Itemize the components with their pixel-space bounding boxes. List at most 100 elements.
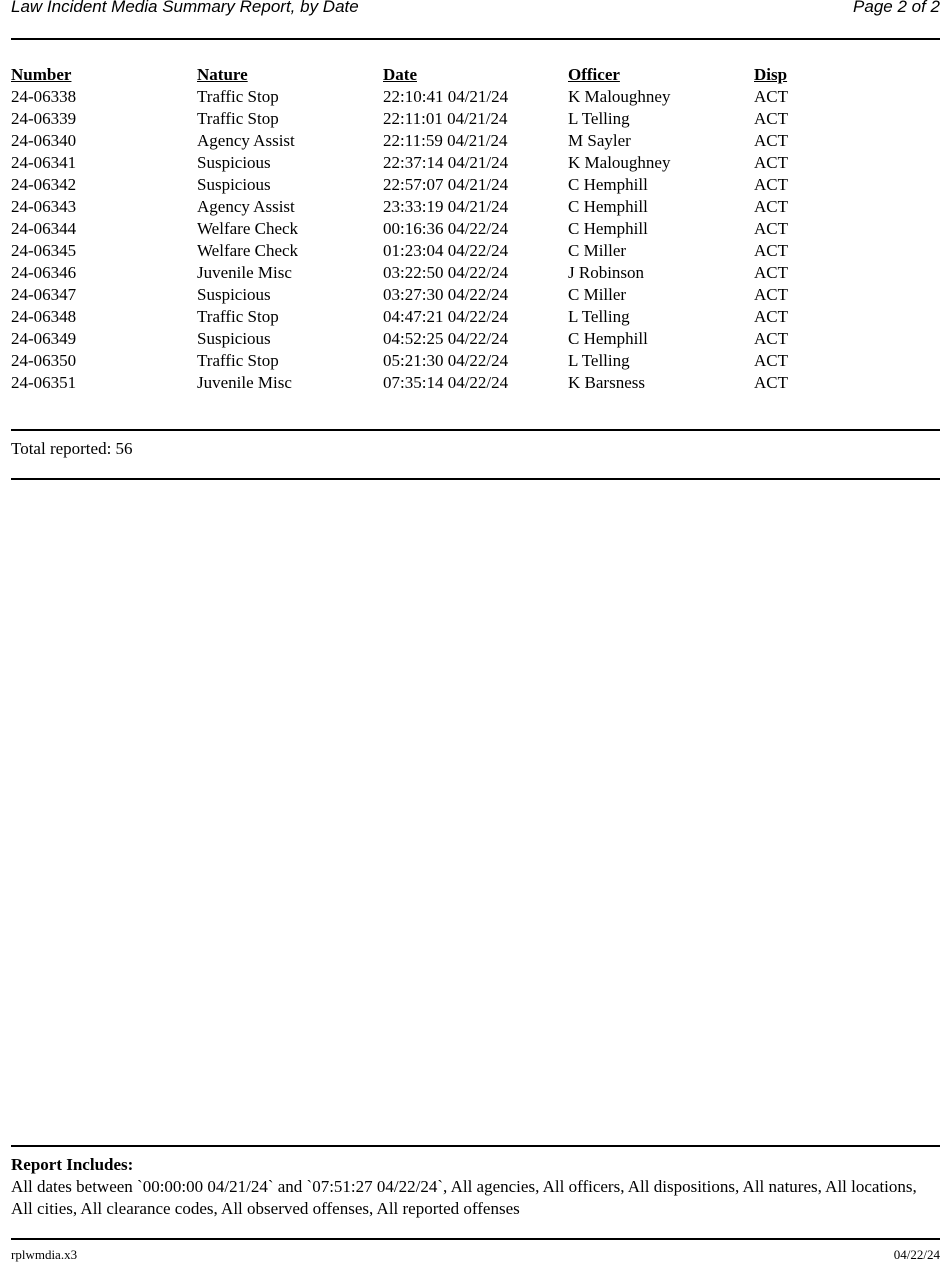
table-row: 24-06347 Suspicious 03:27:30 04/22/24 C Mil…: [0, 284, 950, 306]
table-row: 24-06338 Traffic Stop 22:10:41 04/21/24 K M…: [0, 86, 950, 108]
cell-date: 03:27:30 04/22/24: [383, 285, 509, 304]
cell-date: 03:22:50 04/22/24: [383, 263, 509, 282]
cell-date: 07:35:14 04/22/24: [383, 373, 509, 392]
cell-disp: ACT: [754, 197, 788, 216]
table-row: 24-06351 Juvenile Misc 07:35:14 04/22/24 K …: [0, 372, 950, 394]
cell-officer: J Robinson: [568, 263, 645, 282]
cell-date: 05:21:30 04/22/24: [383, 351, 509, 370]
divider: [11, 1238, 940, 1240]
cell-officer: K Maloughney: [568, 153, 671, 172]
cell-officer: C Hemphill: [568, 175, 648, 194]
cell-number: 24-06343: [11, 197, 77, 216]
cell-nature: Agency Assist: [197, 197, 295, 216]
cell-disp: ACT: [754, 109, 788, 128]
cell-date: 22:10:41 04/21/24: [383, 87, 509, 106]
footer-date: 04/22/24: [893, 1247, 940, 1262]
cell-disp: ACT: [754, 175, 788, 194]
cell-disp: ACT: [754, 307, 788, 326]
cell-nature: Suspicious: [197, 175, 271, 194]
cell-number: 24-06338: [11, 87, 77, 106]
cell-officer: C Miller: [568, 285, 627, 304]
cell-disp: ACT: [754, 329, 788, 348]
cell-date: 22:11:59 04/21/24: [383, 131, 508, 150]
cell-nature: Traffic Stop: [197, 351, 279, 370]
cell-number: 24-06350: [11, 351, 77, 370]
cell-number: 24-06345: [11, 241, 77, 260]
cell-disp: ACT: [754, 285, 788, 304]
divider: [11, 429, 940, 431]
table-header: Number Nature Date Officer Disp: [0, 64, 950, 86]
table-row: 24-06340 Agency Assist 22:11:59 04/21/24 M …: [0, 130, 950, 152]
table-row: 24-06342 Suspicious 22:57:07 04/21/24 C Hem…: [0, 174, 950, 196]
cell-date: 04:47:21 04/22/24: [383, 307, 509, 326]
cell-officer: K Barsness: [568, 373, 645, 392]
cell-date: 23:33:19 04/21/24: [383, 197, 509, 216]
cell-date: 04:52:25 04/22/24: [383, 329, 509, 348]
cell-number: 24-06348: [11, 307, 77, 326]
cell-disp: ACT: [754, 351, 788, 370]
cell-nature: Welfare Check: [197, 241, 299, 260]
cell-number: 24-06346: [11, 263, 77, 282]
cell-officer: L Telling: [568, 109, 630, 128]
report-includes-text: All dates between `00:00:00 04/21/24` an…: [11, 1177, 917, 1218]
column-header-date: Date: [383, 65, 417, 84]
table-row: 24-06349 Suspicious 04:52:25 04/22/24 C Hem…: [0, 328, 950, 350]
cell-number: 24-06342: [11, 175, 77, 194]
column-header-number: Number: [11, 65, 72, 84]
cell-officer: C Hemphill: [568, 219, 648, 238]
cell-date: 22:37:14 04/21/24: [383, 153, 509, 172]
cell-date: 01:23:04 04/22/24: [383, 241, 509, 260]
cell-disp: ACT: [754, 263, 788, 282]
divider: [11, 38, 940, 40]
cell-officer: K Maloughney: [568, 87, 671, 106]
page-number: Page 2 of 2: [853, 0, 940, 16]
cell-officer: C Hemphill: [568, 329, 648, 348]
report-includes-heading: Report Includes:: [11, 1155, 134, 1174]
table-row: 24-06341 Suspicious 22:37:14 04/21/24 K Mal…: [0, 152, 950, 174]
cell-disp: ACT: [754, 87, 788, 106]
cell-disp: ACT: [754, 219, 788, 238]
cell-number: 24-06347: [11, 285, 77, 304]
table-row: 24-06345 Welfare Check 01:23:04 04/22/24 C …: [0, 240, 950, 262]
cell-number: 24-06339: [11, 109, 77, 128]
cell-date: 00:16:36 04/22/24: [383, 219, 509, 238]
cell-nature: Traffic Stop: [197, 307, 279, 326]
cell-disp: ACT: [754, 373, 788, 392]
cell-disp: ACT: [754, 241, 788, 260]
cell-officer: C Miller: [568, 241, 627, 260]
column-header-officer: Officer: [568, 65, 620, 84]
cell-date: 22:11:01 04/21/24: [383, 109, 508, 128]
column-header-nature: Nature: [197, 65, 248, 84]
report-title: Law Incident Media Summary Report, by Da…: [11, 0, 359, 16]
cell-nature: Juvenile Misc: [197, 373, 292, 392]
cell-disp: ACT: [754, 131, 788, 150]
cell-nature: Suspicious: [197, 153, 271, 172]
cell-nature: Traffic Stop: [197, 87, 279, 106]
cell-number: 24-06344: [11, 219, 77, 238]
column-header-disp: Disp: [754, 65, 788, 84]
table-row: 24-06339 Traffic Stop 22:11:01 04/21/24 L T…: [0, 108, 950, 130]
cell-nature: Suspicious: [197, 329, 271, 348]
cell-officer: L Telling: [568, 307, 630, 326]
cell-nature: Traffic Stop: [197, 109, 279, 128]
table-row: 24-06344 Welfare Check 00:16:36 04/22/24 C …: [0, 218, 950, 240]
table-row: 24-06346 Juvenile Misc 03:22:50 04/22/24 J …: [0, 262, 950, 284]
cell-officer: L Telling: [568, 351, 630, 370]
cell-disp: ACT: [754, 153, 788, 172]
table-row: 24-06350 Traffic Stop 05:21:30 04/22/24 L T…: [0, 350, 950, 372]
cell-nature: Welfare Check: [197, 219, 299, 238]
cell-nature: Suspicious: [197, 285, 271, 304]
cell-date: 22:57:07 04/21/24: [383, 175, 509, 194]
cell-number: 24-06341: [11, 153, 77, 172]
cell-number: 24-06351: [11, 373, 77, 392]
cell-number: 24-06340: [11, 131, 77, 150]
footer-report-id: rplwmdia.x3: [11, 1247, 78, 1262]
table-row: 24-06343 Agency Assist 23:33:19 04/21/24 C …: [0, 196, 950, 218]
divider: [11, 1145, 940, 1147]
cell-officer: M Sayler: [568, 131, 631, 150]
cell-nature: Agency Assist: [197, 131, 295, 150]
cell-nature: Juvenile Misc: [197, 263, 292, 282]
cell-number: 24-06349: [11, 329, 77, 348]
table-row: 24-06348 Traffic Stop 04:47:21 04/22/24 L T…: [0, 306, 950, 328]
divider: [11, 478, 940, 480]
